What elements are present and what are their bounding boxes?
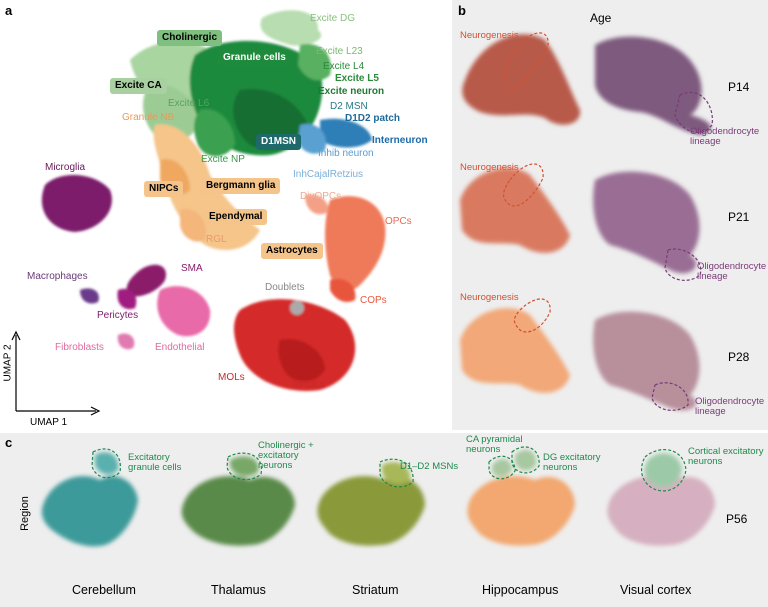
label-excite-l23: Excite L23 <box>316 46 363 57</box>
timepoint-p21: P21 <box>728 210 750 224</box>
cluster-excite-np <box>194 109 235 157</box>
label-opcs: OPCs <box>385 216 412 227</box>
panel-c-outlines <box>91 446 687 492</box>
label-excite-np: Excite NP <box>201 154 245 165</box>
label-rgl: RGL <box>206 234 227 245</box>
panel-c-letter: c <box>5 435 13 450</box>
label-inhib-neuron: Inhib neuron <box>318 148 374 159</box>
label-d2-msn: D2 MSN <box>330 101 368 112</box>
cluster-endothelial <box>157 286 211 337</box>
timepoint-p28: P28 <box>728 350 750 364</box>
label-mols: MOLs <box>218 372 245 383</box>
label-doublets: Doublets <box>265 282 305 293</box>
annotation-cortex: Cortical excitatory neurons <box>688 446 764 467</box>
cluster-mfols <box>278 339 325 382</box>
neurogenesis-p28: Neurogenesis <box>460 292 519 303</box>
label-d1msn: D1MSN <box>256 134 302 150</box>
neurogenesis-p14: Neurogenesis <box>460 30 519 41</box>
cluster-interneuron <box>320 118 372 148</box>
label-excite-l6: Excite L6 <box>168 98 210 109</box>
panel-c-region-label: Region <box>18 496 31 531</box>
cluster-opcs <box>325 196 386 291</box>
panel-a-letter: a <box>5 3 13 18</box>
cluster-fibroblasts <box>117 333 135 350</box>
timepoint-p56: P56 <box>726 512 748 526</box>
annotation-thalamus: Cholinergic + excitatory neurons <box>258 440 314 471</box>
annotation-hipp-ca: CA pyramidal neurons <box>466 434 523 455</box>
cluster-divopcs <box>305 194 329 215</box>
label-d1d2-patch: D1D2 patch <box>345 113 401 124</box>
label-inhcajal: InhCajalRetzius <box>293 169 364 180</box>
panel-c-umaps <box>41 449 715 547</box>
label-macrophages: Macrophages <box>27 271 88 282</box>
label-fibroblasts: Fibroblasts <box>55 342 104 353</box>
cluster-inhib-neuron <box>298 123 326 154</box>
label-cops: COPs <box>360 295 387 306</box>
umap-y-label: UMAP 2 <box>2 344 14 382</box>
umap-axes <box>11 330 101 416</box>
label-interneuron: Interneuron <box>372 135 428 146</box>
timepoint-p14: P14 <box>728 80 750 94</box>
label-granule-cells: Granule cells <box>218 50 291 66</box>
label-divopcs: DivOPCs <box>300 191 342 202</box>
cluster-microglia <box>41 174 112 232</box>
label-excite-neuron: Excite neuron <box>318 86 385 97</box>
cluster-doublets <box>290 301 304 315</box>
region-hippocampus: Hippocampus <box>482 583 559 597</box>
label-bergmann-glia: Bergmann glia <box>201 178 281 194</box>
label-excite-l5: Excite L5 <box>335 73 379 84</box>
cluster-excite-dg <box>260 10 322 46</box>
cluster-cops <box>330 278 356 302</box>
label-nipcs: NIPCs <box>144 181 184 197</box>
label-sma: SMA <box>181 263 203 274</box>
label-endothelial: Endothelial <box>155 342 205 353</box>
oligo-p28: Oligodendrocyte lineage <box>695 396 765 417</box>
panel-b-letter: b <box>458 3 466 18</box>
umap-x-label: UMAP 1 <box>30 417 68 428</box>
panel-b-outlines <box>503 32 713 411</box>
cluster-pericytes <box>117 288 137 310</box>
panel-b-title: Age <box>590 11 612 25</box>
label-excite-dg: Excite DG <box>310 13 356 24</box>
oligo-p21: Oligodendrocyte lineage <box>697 261 767 282</box>
label-granule-nb: Granule NB <box>122 112 175 123</box>
neurogenesis-p21: Neurogenesis <box>460 162 519 173</box>
label-mfols: MFOLs <box>292 379 325 390</box>
annotation-striatum: D1–D2 MSNs <box>400 461 459 472</box>
cluster-macrophages <box>80 288 99 304</box>
annotation-cerebellum: Excitatory granule cells <box>128 452 182 473</box>
label-ependymal: Ependymal <box>204 209 268 225</box>
region-visual-cortex: Visual cortex <box>620 583 692 597</box>
cluster-rgl <box>180 209 206 242</box>
cluster-sma <box>126 264 166 297</box>
region-thalamus: Thalamus <box>211 583 266 597</box>
label-cholinergic: Cholinergic <box>157 30 223 46</box>
label-excite-l4: Excite L4 <box>323 61 365 72</box>
label-pericytes: Pericytes <box>97 310 139 321</box>
oligo-p14: Oligodendrocyte lineage <box>690 126 760 147</box>
label-microglia: Microglia <box>45 162 86 173</box>
panel-b-umaps <box>460 34 711 411</box>
region-cerebellum: Cerebellum <box>72 583 136 597</box>
label-excite-ca: Excite CA <box>110 78 167 94</box>
region-striatum: Striatum <box>352 583 399 597</box>
cluster-excite-l23 <box>298 44 331 81</box>
label-astrocytes: Astrocytes <box>261 243 323 259</box>
annotation-hipp-dg: DG excitatory neurons <box>543 452 601 473</box>
